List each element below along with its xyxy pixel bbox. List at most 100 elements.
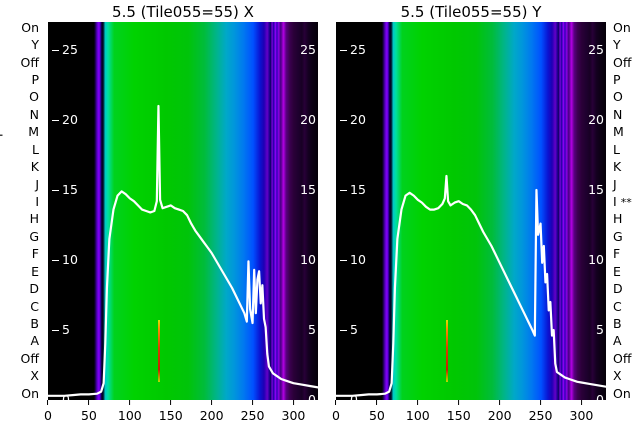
dipole-tick-i-10: I ** bbox=[608, 193, 640, 209]
dipole-tick-off-19: Off bbox=[0, 350, 44, 366]
amplitude-tick-label: 5 bbox=[596, 322, 604, 337]
x-axis-tick-mark bbox=[88, 400, 90, 405]
dipole-tick-y-1: Y bbox=[608, 39, 640, 51]
dipole-tick-x-20: X bbox=[0, 370, 44, 382]
dipole-flag-marker: ** bbox=[620, 195, 632, 209]
dipole-tick-h-11: H bbox=[0, 213, 44, 226]
amplitude-tick-label: 20 bbox=[62, 112, 78, 127]
amplitude-tick-label: 25 bbox=[588, 42, 604, 57]
dipole-tick-label: B bbox=[613, 315, 622, 331]
dipole-tick-label: On bbox=[21, 385, 39, 401]
amplitude-tick-label: 0 bbox=[62, 392, 70, 400]
dipole-tick-label: N bbox=[29, 106, 39, 122]
amplitude-tick-15: 15 bbox=[588, 183, 604, 196]
amplitude-tick-label: 5 bbox=[350, 322, 358, 337]
dipole-tick-label: Y bbox=[613, 37, 621, 53]
amplitude-tick-25: 25 bbox=[52, 43, 78, 56]
amplitude-tick-25: 25 bbox=[300, 42, 316, 57]
dipole-axis-right: On Y Off P O N M L K J I ** H G F E D C B A Off X On bbox=[608, 19, 640, 401]
amplitude-tick-25: 25 bbox=[340, 43, 366, 56]
x-axis-tick-100: 100 bbox=[406, 400, 430, 423]
plot-panel-y[interactable]: 25 20 15 10 5 0 25 20 15 10 5 0 bbox=[336, 22, 606, 400]
amplitude-tick-10: 10 bbox=[588, 252, 604, 267]
dipole-tick-label: H bbox=[613, 211, 623, 227]
x-axis-left: 0 50 100 150 200 250 300 bbox=[44, 400, 318, 440]
x-axis-tick-mark bbox=[335, 400, 337, 405]
dipole-tick-label: G bbox=[29, 228, 39, 244]
dipole-tick-label: G bbox=[613, 228, 623, 244]
dipole-tick-label: A bbox=[613, 333, 622, 349]
amplitude-tick-15: 15 bbox=[300, 182, 316, 197]
x-axis-tick-label: 250 bbox=[240, 408, 265, 423]
dipole-tick-f-13: F bbox=[608, 248, 640, 260]
amplitude-tick-label: 15 bbox=[300, 182, 316, 197]
x-axis-tick-300: 300 bbox=[569, 400, 594, 423]
x-axis-tick-label: 300 bbox=[281, 408, 306, 423]
dipole-tick-j-9: J bbox=[0, 178, 44, 191]
dipole-tick-label: D bbox=[613, 281, 623, 297]
x-axis-tick-label: 0 bbox=[332, 408, 340, 423]
x-axis-tick-label: 50 bbox=[80, 408, 97, 423]
dipole-axis-left: On Y Off P O N M L K J I H G F E D C B A Off X On bbox=[0, 19, 44, 401]
amplitude-tick-label: 25 bbox=[300, 42, 316, 57]
dipole-tick-label: N bbox=[613, 106, 623, 122]
dipole-tick-n-5: N bbox=[0, 106, 44, 122]
amplitude-tick-20: 20 bbox=[300, 113, 316, 126]
amplitude-tick-10: 10 bbox=[300, 253, 316, 266]
dipole-tick-label: L bbox=[613, 141, 620, 157]
dipole-tick-off-19: Off bbox=[608, 352, 640, 365]
dipole-tick-label: C bbox=[30, 298, 39, 314]
x-axis-tick-150: 150 bbox=[159, 400, 183, 423]
x-axis-tick-label: 200 bbox=[487, 408, 512, 423]
dipole-tick-label: O bbox=[613, 89, 623, 105]
dipole-tick-m-6: M bbox=[608, 126, 640, 139]
dipole-tick-on-0: On bbox=[0, 19, 44, 35]
amplitude-tick-label: 15 bbox=[350, 182, 366, 197]
dipole-tick-label: F bbox=[613, 246, 621, 262]
dipole-tick-label: Off bbox=[613, 54, 632, 70]
dipole-tick-label: On bbox=[613, 385, 631, 401]
x-axis-tick-mark bbox=[499, 400, 501, 405]
x-axis-tick-mark bbox=[211, 400, 213, 405]
amplitude-tick-label: 15 bbox=[62, 182, 78, 197]
dipole-tick-label: Off bbox=[20, 350, 39, 366]
dipole-tick-on-21: On bbox=[0, 385, 44, 401]
amplitude-tick-5: 5 bbox=[596, 322, 604, 337]
amplitude-tick-25: 25 bbox=[588, 42, 604, 57]
x-axis-tick-300: 300 bbox=[281, 400, 306, 423]
x-axis-tick-label: 150 bbox=[446, 408, 471, 423]
x-axis-tick-100: 100 bbox=[118, 400, 142, 423]
dipole-tick-h-11: H bbox=[608, 211, 640, 227]
dipole-tick-label: K bbox=[30, 159, 39, 175]
x-axis-tick-label: 250 bbox=[528, 408, 553, 423]
dipole-tick-k-8: K bbox=[0, 161, 44, 173]
x-axis-right: 0 50 100 150 200 250 300 bbox=[332, 400, 606, 440]
dipole-tick-d-15: D bbox=[608, 283, 640, 295]
x-axis-tick-0: 0 bbox=[44, 400, 52, 423]
dipole-tick-label: I bbox=[35, 193, 39, 209]
dipole-tick-p-3: P bbox=[0, 74, 44, 86]
x-axis-tick-label: 300 bbox=[569, 408, 594, 423]
dipole-tick-label: On bbox=[613, 19, 631, 35]
dipole-tick-c-16: C bbox=[608, 300, 640, 313]
amplitude-tick-label: 10 bbox=[62, 252, 78, 267]
amplitude-tick-label: 0 bbox=[350, 392, 358, 400]
dipole-tick-label: On bbox=[21, 19, 39, 35]
dipole-tick-m-6: M bbox=[0, 126, 44, 139]
amplitude-tick-label: 10 bbox=[588, 252, 604, 267]
amplitude-tick-15: 15 bbox=[52, 182, 78, 197]
dipole-tick-label: X bbox=[30, 368, 39, 384]
plot-panel-x[interactable]: 25 20 15 10 5 0 25 20 15 10 5 0 bbox=[48, 22, 318, 400]
dipole-tick-label: Y bbox=[31, 37, 39, 53]
amplitude-tick-20: 20 bbox=[340, 113, 366, 126]
dipole-tick-e-14: E bbox=[608, 265, 640, 278]
dipole-tick-label: I bbox=[613, 193, 617, 209]
x-axis-tick-mark bbox=[252, 400, 254, 405]
dipole-tick-l-7: L bbox=[0, 141, 44, 157]
dipole-tick-label: L bbox=[32, 141, 39, 157]
amplitude-tick-label: 0 bbox=[308, 392, 316, 400]
signal-trace-y bbox=[336, 174, 606, 397]
dipole-tick-c-16: C bbox=[0, 298, 44, 314]
x-axis-tick-mark bbox=[376, 400, 378, 405]
